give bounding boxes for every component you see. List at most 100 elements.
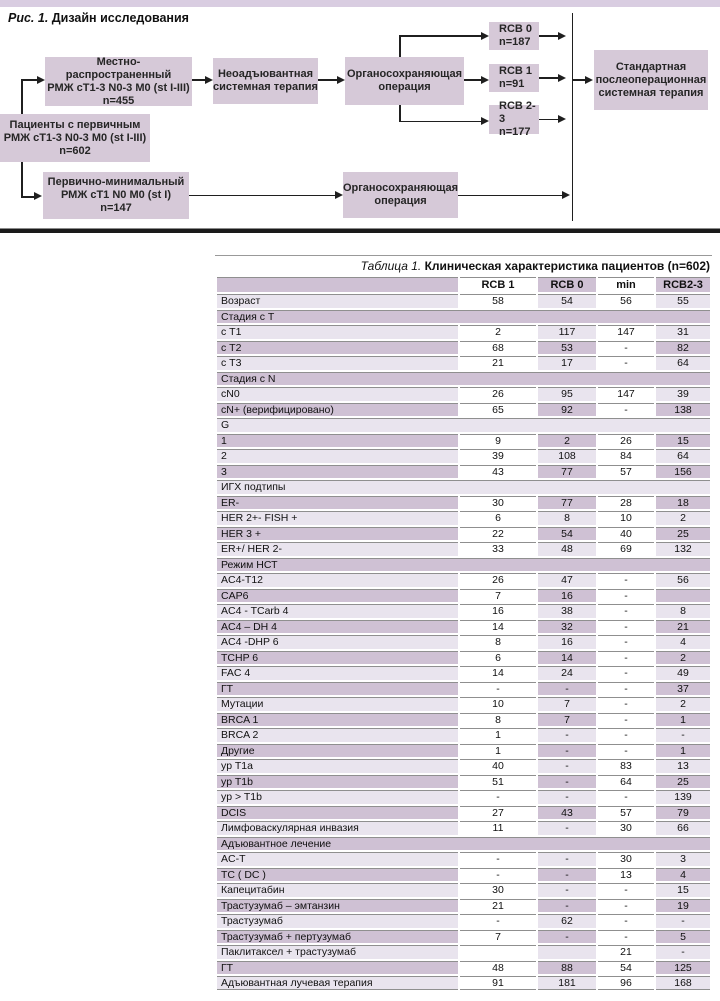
flow-box-patients: Пациенты с первичным РМЖ сТ1-3 N0-3 М0 (… (0, 114, 150, 162)
cell-value: 15 (656, 433, 710, 447)
cell-value: 30 (460, 495, 536, 509)
cell-value: 56 (598, 294, 654, 308)
table-row: 2 39 108 84 64 (217, 449, 710, 463)
row-label: Лимфоваскулярная инвазия (217, 821, 458, 835)
connector-line (464, 79, 482, 81)
table-row: DCIS 27 43 57 79 (217, 805, 710, 819)
row-label: 1 (217, 433, 458, 447)
table-row: HER 2+- FISH +6 8 10 2 (217, 511, 710, 525)
table-row: TCHP 6 6 14-2 (217, 650, 710, 664)
cell-value: 28 (598, 495, 654, 509)
row-label: cN0 (217, 387, 458, 401)
arrowhead-icon (558, 31, 566, 40)
cell-value: 92 (538, 402, 596, 416)
arrowhead-icon (481, 75, 489, 84)
cell-value: - (538, 898, 596, 912)
cell-value: 4 (656, 867, 710, 881)
table-row: cN0 26 95 147 39 (217, 387, 710, 401)
row-label: HER 2+- FISH + (217, 511, 458, 525)
cell-value: 2 (656, 650, 710, 664)
table-row: FAC 4 14 24-49 (217, 666, 710, 680)
cell-value: 51 (460, 774, 536, 788)
cell-value: - (598, 914, 654, 928)
cell-value: 147 (598, 387, 654, 401)
cell-value: 13 (598, 867, 654, 881)
table-row: TC ( DC ) - -13 4 (217, 867, 710, 881)
cell-value: - (598, 728, 654, 742)
table-row: yp T1b 51-64 25 (217, 774, 710, 788)
connector-line (399, 104, 401, 122)
cell-value: 39 (656, 387, 710, 401)
cell-value: 69 (598, 542, 654, 556)
cell-value: 19 (656, 898, 710, 912)
connector-line (573, 79, 586, 81)
cell-value: 132 (656, 542, 710, 556)
cell-value: - (538, 743, 596, 757)
collector-line (571, 13, 573, 221)
flow-box-rcb2-3: RCB 2-3 n=177 (489, 100, 539, 138)
section-label: ИГХ подтипы (217, 480, 710, 494)
section-divider-rule (0, 228, 720, 233)
column-header: RCB 1 (460, 277, 536, 292)
row-label: yp T1a (217, 759, 458, 773)
table-caption: Таблица 1. Клиническая характеристика па… (215, 255, 712, 275)
cell-value: - (460, 852, 536, 866)
cell-value: 117 (538, 325, 596, 339)
cell-value: - (538, 821, 596, 835)
row-label: TC ( DC ) (217, 867, 458, 881)
row-label: Трастузумаб (217, 914, 458, 928)
table-section-row: Адъювантное лечение (217, 836, 710, 850)
cell-value: 1 (460, 728, 536, 742)
cell-value: 2 (538, 433, 596, 447)
cell-value: 64 (656, 356, 710, 370)
table-row: AC4 – DH 4 14 32-21 (217, 619, 710, 633)
cell-value: 7 (538, 697, 596, 711)
row-label: BRCA 2 (217, 728, 458, 742)
row-label: с Т2 (217, 340, 458, 354)
cell-value: 65 (460, 402, 536, 416)
table-row: CAP6 7 16- (217, 588, 710, 602)
cell-value: 30 (598, 821, 654, 835)
figure-title-text: Дизайн исследования (51, 11, 189, 25)
table-row: Другие 1- -1 (217, 743, 710, 757)
row-label: ГТ (217, 960, 458, 974)
section-label: G (217, 418, 710, 432)
row-label: 3 (217, 464, 458, 478)
cell-value: 48 (460, 960, 536, 974)
cell-value: 77 (538, 495, 596, 509)
cell-value: 22 (460, 526, 536, 540)
cell-value: 64 (656, 449, 710, 463)
cell-value: 1 (656, 712, 710, 726)
cell-value: - (598, 929, 654, 943)
connector-line (399, 35, 482, 37)
cell-value: 2 (656, 511, 710, 525)
table-header: RCB 1 RCB 0 min RCB2-3 (217, 277, 710, 292)
table-header-row: RCB 1 RCB 0 min RCB2-3 (217, 277, 710, 292)
column-header-empty (217, 277, 458, 292)
connector-line (399, 36, 401, 58)
cell-value: 7 (460, 588, 536, 602)
cell-value (538, 945, 596, 959)
cell-value: - (460, 790, 536, 804)
cell-value: - (598, 666, 654, 680)
cell-value: 26 (598, 433, 654, 447)
cell-value: 4 (656, 635, 710, 649)
cell-value: 48 (538, 542, 596, 556)
table-section-row: Стадия с Т (217, 309, 710, 323)
cell-value (656, 588, 710, 602)
cell-value: 11 (460, 821, 536, 835)
cell-value: 18 (656, 495, 710, 509)
arrowhead-icon (481, 117, 489, 125)
flow-box-primary-minimal: Первично-минимальный РМЖ сТ1 N0 М0 (st I… (43, 172, 189, 219)
row-label: Капецитабин (217, 883, 458, 897)
cell-value (460, 945, 536, 959)
cell-value: 32 (538, 619, 596, 633)
cell-value: - (538, 852, 596, 866)
arrowhead-icon (37, 75, 45, 84)
cell-value: 33 (460, 542, 536, 556)
connector-line (22, 79, 38, 81)
cell-value: 2 (460, 325, 536, 339)
cell-value: 68 (460, 340, 536, 354)
